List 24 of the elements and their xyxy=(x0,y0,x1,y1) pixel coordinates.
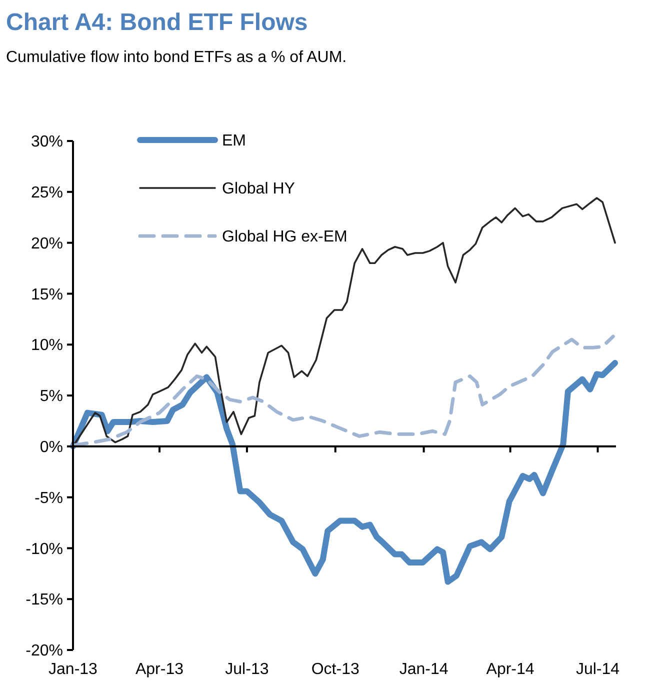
x-tick-label: Apr-13 xyxy=(135,661,184,678)
x-tick-label: Jan-14 xyxy=(399,661,448,678)
y-tick-label: -15% xyxy=(26,592,63,609)
x-tick-label: Jul-13 xyxy=(225,661,269,678)
y-tick-label: 25% xyxy=(30,184,63,202)
y-tick-label: 0% xyxy=(40,439,63,456)
line-series xyxy=(71,334,615,448)
legend-label: Global HG ex-EM xyxy=(222,228,348,246)
legend-label: Global HY xyxy=(222,180,296,198)
legend-label: EM xyxy=(222,132,246,150)
y-tick-label: -10% xyxy=(26,540,63,558)
chart-title: Chart A4: Bond ETF Flows xyxy=(6,9,308,36)
y-tick-label: 5% xyxy=(40,388,63,406)
x-tick-label: Apr-14 xyxy=(486,661,534,678)
y-tick-label: 10% xyxy=(30,337,63,354)
y-tick-label: 30% xyxy=(30,134,63,151)
y-tick-label: 20% xyxy=(30,235,63,252)
y-tick-label: -5% xyxy=(34,490,63,507)
x-tick-label: Jul-14 xyxy=(576,661,620,678)
x-tick-label: Oct-13 xyxy=(311,661,360,678)
y-tick-label: -20% xyxy=(26,642,63,660)
y-tick-label: 15% xyxy=(30,286,63,304)
chart-subtitle: Cumulative flow into bond ETFs as a % of AUM. xyxy=(6,49,347,66)
x-tick-label: Jan-13 xyxy=(48,661,98,678)
